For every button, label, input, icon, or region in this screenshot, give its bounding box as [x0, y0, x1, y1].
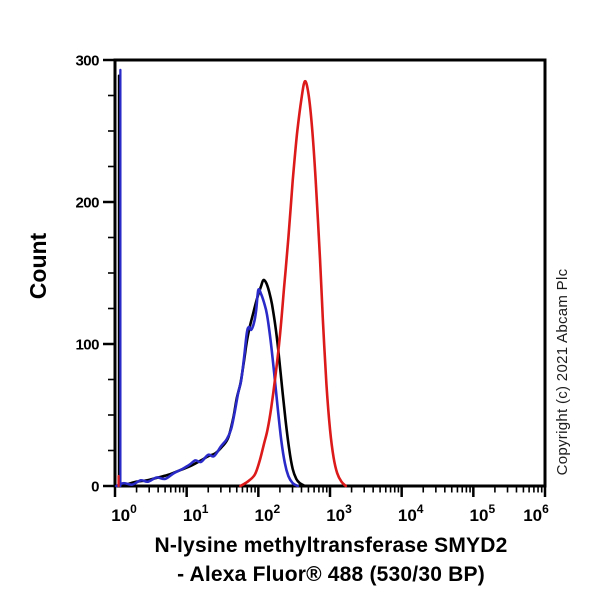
blue-control-curve [115, 287, 300, 488]
x-tick-label: 101 [183, 502, 209, 525]
y-tick-label: 0 [91, 479, 99, 496]
x-tick-label: 103 [326, 502, 352, 525]
x-tick-label: 100 [111, 502, 137, 525]
plot-frame [113, 58, 547, 488]
x-tick-label: 105 [470, 502, 496, 525]
y-tick-label: 100 [75, 337, 99, 354]
red-sample-curve [239, 79, 348, 488]
x-tick-label: 102 [255, 502, 281, 525]
y-tick-label: 300 [75, 53, 99, 70]
x-tick-label: 106 [523, 502, 549, 525]
x-axis-title-line1: N-lysine methyltransferase SMYD2 [154, 534, 508, 557]
y-tick-label: 200 [75, 195, 99, 212]
x-axis-title: N-lysine methyltransferase SMYD2 - Alexa… [46, 531, 600, 589]
x-axis-title-line2: - Alexa Fluor® 488 (530/30 BP) [177, 563, 485, 586]
plot-area: 0 100 200 300 100 101 102 103 104 105 106 [75, 53, 549, 526]
copyright-notice: Copyright (c) 2021 Abcam Plc [554, 268, 571, 475]
y-axis-title: Count [25, 232, 51, 299]
x-tick-label: 104 [398, 502, 424, 525]
